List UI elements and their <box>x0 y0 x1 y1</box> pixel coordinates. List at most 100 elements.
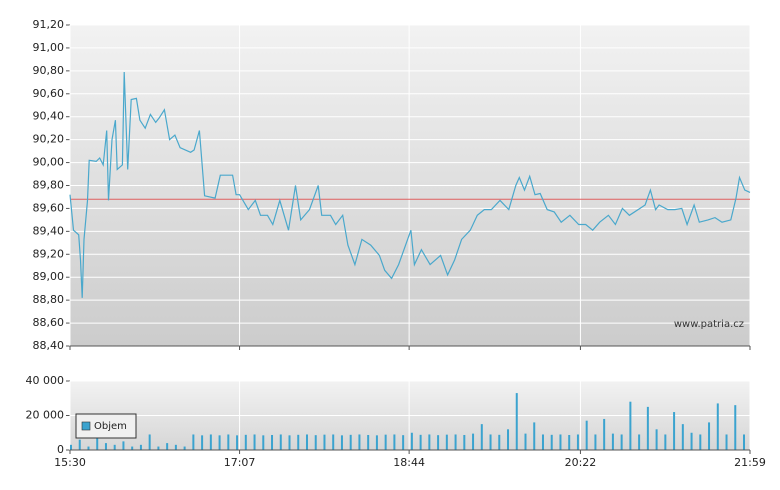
volume-bar <box>279 434 282 450</box>
volume-bar <box>480 424 483 450</box>
volume-bar <box>550 434 553 450</box>
y-tick-label: 20 000 <box>26 409 65 422</box>
y-tick-label: 90,00 <box>33 156 65 169</box>
volume-bar <box>743 434 746 450</box>
volume-bar <box>201 435 204 450</box>
volume-bar <box>681 424 684 450</box>
y-tick-label: 40 000 <box>26 374 65 387</box>
volume-bar <box>157 446 160 450</box>
volume-bar <box>174 444 177 450</box>
volume-bar <box>603 418 606 450</box>
volume-bar <box>568 434 571 450</box>
volume-bar <box>533 422 536 450</box>
volume-bar <box>96 429 99 450</box>
volume-bar <box>708 422 711 450</box>
volume-bar <box>576 434 579 450</box>
volume-bar <box>349 434 352 450</box>
volume-bar <box>166 443 169 450</box>
y-tick-label: 88,80 <box>33 293 65 306</box>
volume-bar <box>305 434 308 450</box>
volume-bar <box>428 434 431 450</box>
volume-bar <box>332 434 335 450</box>
volume-bar <box>367 434 370 450</box>
volume-bar <box>734 405 737 450</box>
volume-bar <box>629 401 632 450</box>
volume-bar <box>244 434 247 450</box>
volume-bar <box>183 446 186 450</box>
volume-bar <box>498 434 501 450</box>
y-tick-label: 0 <box>57 443 64 456</box>
y-tick-label: 90,40 <box>33 110 65 123</box>
legend-label: Objem <box>94 421 127 432</box>
volume-bar <box>410 432 413 450</box>
volume-bar <box>559 434 562 450</box>
volume-bar <box>699 434 702 450</box>
y-tick-label: 91,20 <box>33 18 65 31</box>
watermark: www.patria.cz <box>674 319 744 330</box>
x-tick-label: 20:22 <box>565 456 597 469</box>
volume-bar <box>131 446 134 450</box>
volume-bar <box>541 434 544 450</box>
y-tick-label: 88,60 <box>33 316 65 329</box>
x-tick-label: 17:07 <box>224 456 256 469</box>
volume-bar <box>393 434 396 450</box>
volume-bar <box>489 434 492 450</box>
volume-bar <box>262 435 265 450</box>
volume-bar <box>78 439 81 450</box>
volume-bar <box>515 393 518 450</box>
y-tick-label: 89,60 <box>33 201 65 214</box>
volume-bar <box>524 433 527 450</box>
y-tick-label: 90,80 <box>33 64 65 77</box>
volume-bar <box>611 433 614 450</box>
volume-bar <box>104 443 107 450</box>
volume-bar <box>218 435 221 450</box>
volume-bar <box>646 406 649 450</box>
y-tick-label: 89,00 <box>33 270 65 283</box>
volume-bar <box>288 435 291 450</box>
volume-bar <box>227 434 230 450</box>
volume-bar <box>139 444 142 450</box>
x-tick-label: 18:44 <box>393 456 425 469</box>
volume-bar <box>323 434 326 450</box>
volume-bar <box>122 441 125 450</box>
volume-bar <box>463 434 466 450</box>
volume-bar <box>253 434 256 450</box>
volume-bar <box>209 434 212 450</box>
y-tick-label: 90,60 <box>33 87 65 100</box>
volume-bar <box>375 435 378 450</box>
volume-bar <box>70 444 72 450</box>
volume-bar <box>236 435 239 450</box>
volume-bar <box>445 434 448 450</box>
y-tick-label: 88,40 <box>33 339 65 352</box>
volume-bar <box>358 434 361 450</box>
volume-bar <box>402 435 405 450</box>
volume-bar <box>384 434 387 450</box>
volume-bar <box>340 435 343 450</box>
y-tick-label: 89,40 <box>33 224 65 237</box>
x-tick-label: 15:30 <box>54 456 86 469</box>
volume-bar <box>271 434 274 450</box>
x-tick-label: 21:59 <box>734 456 766 469</box>
volume-bar <box>148 434 151 450</box>
volume-bar <box>664 434 667 450</box>
volume-bar <box>507 429 510 450</box>
y-tick-label: 89,20 <box>33 247 65 260</box>
volume-bar <box>437 435 440 450</box>
volume-bar <box>716 403 719 450</box>
volume-bar <box>113 444 116 450</box>
volume-bar <box>585 420 588 450</box>
volume-bar <box>472 433 475 450</box>
volume-bar <box>673 412 676 450</box>
price-line <box>69 71 751 298</box>
volume-bar <box>192 434 195 450</box>
volume-bar <box>297 434 300 450</box>
volume-bar <box>594 434 597 450</box>
volume-bar <box>690 432 693 450</box>
legend-swatch <box>81 421 91 431</box>
volume-bar <box>419 434 422 450</box>
volume-bar <box>655 429 658 450</box>
volume-bar <box>87 446 90 450</box>
volume-bar <box>620 434 623 450</box>
y-tick-label: 91,00 <box>33 41 65 54</box>
